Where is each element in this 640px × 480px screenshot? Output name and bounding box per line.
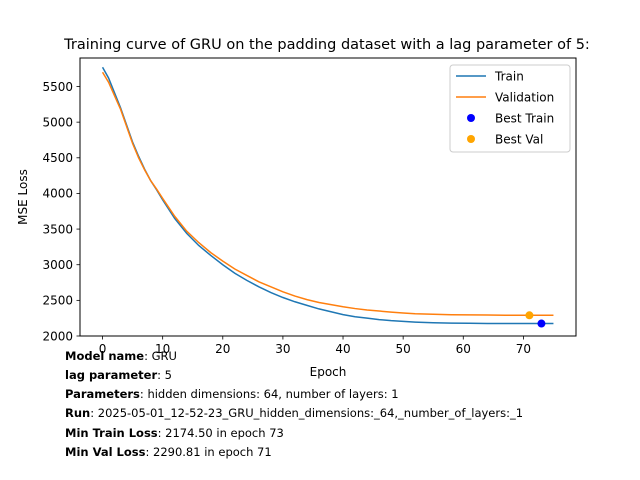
- series-line-validation: [101, 71, 554, 317]
- x-tick-label: 30: [275, 342, 290, 356]
- info-run-key: Run: [65, 406, 91, 420]
- info-lag-parameter-value: : 5: [157, 368, 172, 382]
- x-tick-label: 50: [396, 342, 411, 356]
- y-tick-label: 5500: [42, 80, 73, 94]
- x-tick-label: 20: [215, 342, 230, 356]
- legend-box: [449, 64, 571, 153]
- legend-best-val-label: Best Val: [495, 133, 543, 147]
- legend-best-train-label: Best Train: [495, 112, 554, 126]
- y-tick-label: 5000: [42, 115, 73, 129]
- chart-title: Training curve of GRU on the padding dat…: [63, 37, 590, 53]
- info-parameters: Parameters: hidden dimensions: 64, numbe…: [65, 387, 399, 401]
- legend-best-train-marker: [467, 114, 475, 122]
- info-min-val-loss-value: : 2290.81 in epoch 71: [145, 445, 272, 459]
- info-lag-parameter-key: lag parameter: [65, 368, 158, 382]
- info-min-train-loss-key: Min Train Loss: [65, 426, 158, 440]
- x-tick-label: 10: [155, 342, 170, 356]
- info-parameters-key: Parameters: [65, 387, 140, 401]
- legend-validation-label: Validation: [495, 91, 554, 105]
- y-tick-label: 3500: [42, 222, 73, 236]
- marker-best-val: [525, 311, 534, 320]
- marker-best-train: [537, 319, 546, 328]
- info-model-name-key: Model name: [65, 349, 145, 363]
- plot-area-frame: [79, 57, 577, 337]
- info-min-train-loss-value: : 2174.50 in epoch 73: [157, 426, 284, 440]
- info-min-val-loss: Min Val Loss: 2290.81 in epoch 71: [65, 445, 272, 459]
- y-tick-label: 2500: [42, 294, 73, 308]
- info-parameters-value: : hidden dimensions: 64, number of layer…: [139, 387, 399, 401]
- x-tick-label: 60: [456, 342, 471, 356]
- y-tick-label: 4000: [42, 187, 73, 201]
- legend: Train Validation Best Train Best Val: [449, 64, 571, 153]
- legend-train-label: Train: [494, 70, 524, 84]
- x-tick-label: 0: [99, 342, 107, 356]
- y-tick-label: 2000: [42, 329, 73, 343]
- legend-best-val-marker: [467, 135, 475, 143]
- y-tick-label: 4500: [42, 151, 73, 165]
- info-min-val-loss-key: Min Val Loss: [65, 445, 146, 459]
- info-model-name-value: : GRU: [144, 349, 177, 363]
- info-run: Run: 2025-05-01_12-52-23_GRU_hidden_dime…: [65, 406, 524, 420]
- x-axis-label: Epoch: [310, 365, 347, 379]
- info-model-name: Model name: GRU: [65, 349, 177, 363]
- y-axis-label: MSE Loss: [16, 169, 30, 225]
- info-run-value: : 2025-05-01_12-52-23_GRU_hidden_dimensi…: [90, 406, 524, 420]
- x-tick-label: 40: [335, 342, 350, 356]
- y-tick-label: 3000: [42, 258, 73, 272]
- info-min-train-loss: Min Train Loss: 2174.50 in epoch 73: [65, 426, 284, 440]
- info-lag-parameter: lag parameter: 5: [65, 368, 172, 382]
- x-tick-label: 70: [516, 342, 531, 356]
